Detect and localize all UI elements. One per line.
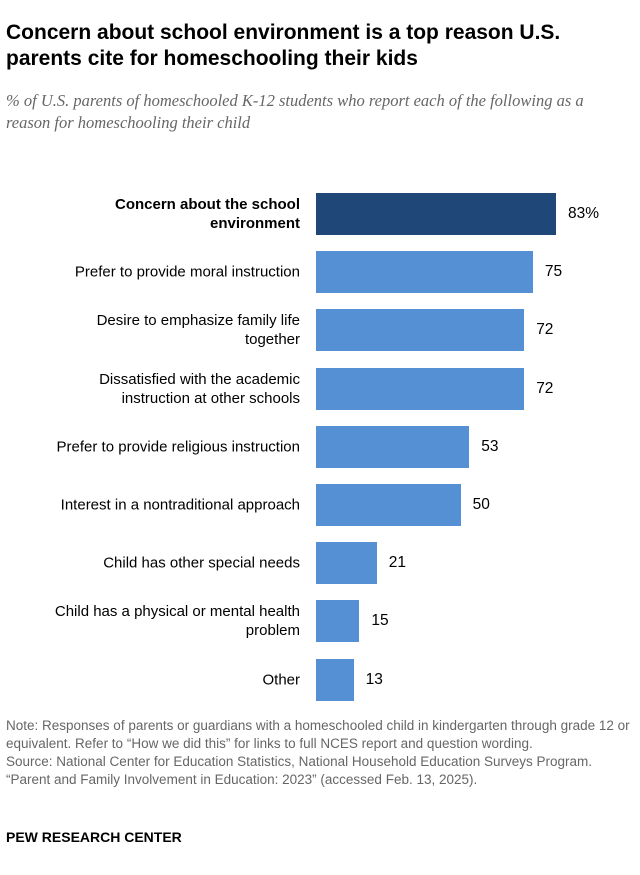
brand-logo-text: PEW RESEARCH CENTER <box>6 829 182 845</box>
bar <box>316 193 556 235</box>
bar <box>316 425 470 468</box>
chart-title: Concern about school environment is a to… <box>6 21 561 70</box>
value-label: 75 <box>544 263 563 281</box>
footnotes: Note: Responses of parents or guardians … <box>6 717 631 789</box>
category-label: Desire to emphasize family life together <box>96 312 300 349</box>
category-label: Concern about the school environment <box>114 196 300 232</box>
value-label: 53 <box>481 437 499 455</box>
category-label: Prefer to provide moral instruction <box>74 263 300 281</box>
category-label: Interest in a nontraditional approach <box>60 496 300 514</box>
note-text: Note: Responses of parents or guardians … <box>6 718 630 751</box>
value-label: 15 <box>371 612 389 630</box>
bar <box>316 542 377 585</box>
chart-subtitle: % of U.S. parents of homeschooled K-12 s… <box>6 91 584 132</box>
value-label: 83% <box>568 205 600 222</box>
value-label: 50 <box>472 496 490 513</box>
bar <box>316 309 525 352</box>
bar <box>316 658 354 701</box>
value-label: 72 <box>536 321 554 339</box>
category-label: Dissatisfied with the academic instructi… <box>99 370 300 407</box>
value-label: 72 <box>536 379 554 397</box>
category-label: Prefer to provide religious instruction <box>56 438 300 456</box>
source-text: Source: National Center for Education St… <box>6 754 593 787</box>
bar <box>316 600 360 643</box>
value-label: 13 <box>365 670 383 688</box>
category-label: Child has a physical or mental health pr… <box>54 603 300 640</box>
bar <box>316 251 533 294</box>
value-label: 21 <box>388 554 406 572</box>
category-label: Other <box>262 671 300 689</box>
category-label: Child has other special needs <box>103 554 300 572</box>
bar <box>316 367 525 410</box>
bar <box>316 484 461 526</box>
